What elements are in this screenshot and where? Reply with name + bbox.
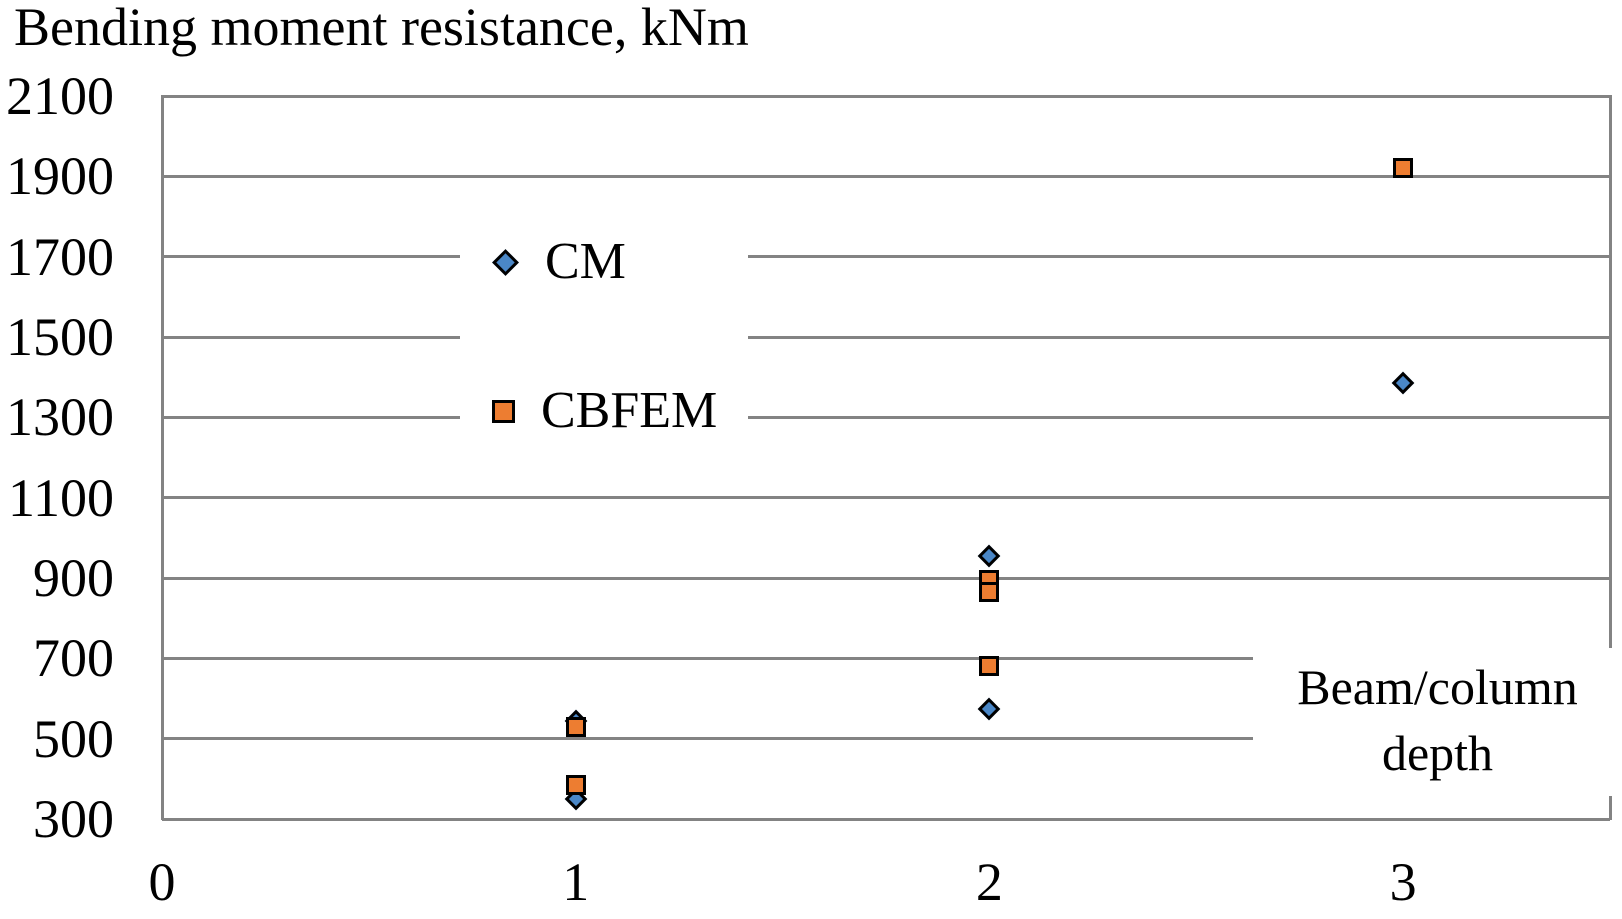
- cm-data-point: [978, 697, 1001, 720]
- gridline-y-300: [162, 817, 1610, 821]
- xtick-2: 2: [975, 852, 1003, 912]
- gridline-y-2100: [162, 94, 1610, 98]
- legend-label-cbfem: CBFEM: [541, 382, 718, 439]
- plot-right-border: [1608, 95, 1612, 820]
- ytick-300: 300: [33, 789, 114, 849]
- ytick-1300: 1300: [6, 387, 114, 448]
- cbfem-data-point: [565, 716, 586, 737]
- gridline-y-1900: [162, 174, 1610, 178]
- gridline-y-1100: [162, 496, 1610, 500]
- ytick-500: 500: [33, 708, 114, 769]
- x-axis-title: Beam/column depth: [1253, 648, 1622, 796]
- legend-label-cm: CM: [545, 233, 626, 290]
- ytick-1900: 1900: [6, 146, 114, 207]
- cbfem-square-icon: [492, 399, 515, 423]
- cm-data-point: [1391, 371, 1415, 395]
- cbfem-data-point: [565, 774, 586, 795]
- cm-diamond-icon: [492, 248, 519, 276]
- x-axis-title-line-1: Beam/column: [1297, 659, 1578, 715]
- x-axis-title-line-2: depth: [1381, 725, 1494, 781]
- cm-data-point: [978, 544, 1001, 568]
- cbfem-data-point: [979, 656, 1000, 677]
- ytick-900: 900: [33, 548, 114, 608]
- ytick-2100: 2100: [6, 66, 114, 126]
- gridline-y-700: [162, 656, 1610, 660]
- cbfem-data-point: [979, 582, 1000, 603]
- gridline-y-1700: [162, 255, 1610, 259]
- legend: CM CBFEM: [460, 217, 748, 454]
- gridline-y-1300: [162, 415, 1610, 419]
- legend-entry-cm: CM: [492, 232, 626, 292]
- ytick-1500: 1500: [6, 307, 114, 367]
- ytick-1100: 1100: [8, 467, 114, 528]
- chart-title: Bending moment resistance, kNm: [14, 0, 749, 57]
- gridline-y-500: [162, 737, 1610, 741]
- xtick-0: 0: [148, 852, 176, 912]
- gridline-y-1500: [162, 335, 1610, 339]
- cbfem-data-point: [1393, 158, 1414, 179]
- xtick-1: 1: [562, 852, 590, 912]
- plot-area: [160, 94, 1612, 821]
- ytick-1700: 1700: [6, 226, 114, 287]
- gridline-y-900: [162, 576, 1610, 580]
- y-axis-line: [160, 95, 164, 820]
- xtick-3: 3: [1389, 852, 1417, 912]
- legend-entry-cbfem: CBFEM: [492, 381, 717, 441]
- ytick-700: 700: [33, 628, 114, 689]
